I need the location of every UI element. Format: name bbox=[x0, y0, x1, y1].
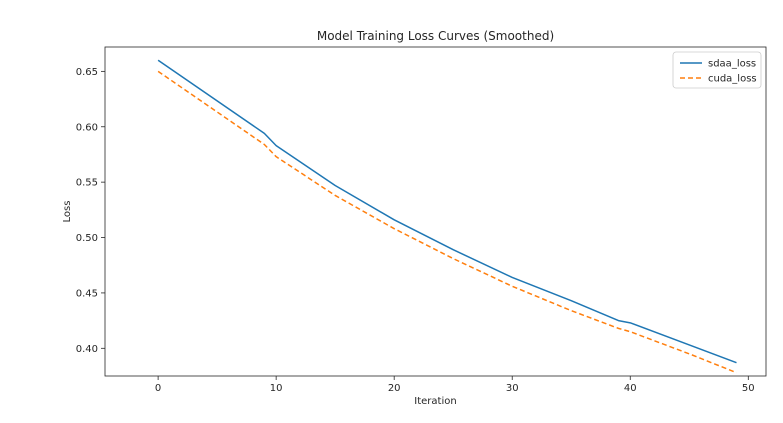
y-tick-label: 0.50 bbox=[76, 233, 98, 244]
x-tick-label: 10 bbox=[270, 383, 283, 394]
legend-label: sdaa_loss bbox=[708, 59, 756, 70]
legend-box bbox=[672, 51, 762, 89]
series-line-cuda-loss bbox=[157, 70, 737, 374]
chart-title: Model Training Loss Curves (Smoothed) bbox=[317, 29, 554, 43]
legend-label: cuda_loss bbox=[708, 74, 757, 85]
series-line-sdaa-loss bbox=[157, 59, 737, 364]
plot-frame bbox=[104, 46, 767, 377]
x-tick-label: 20 bbox=[388, 383, 401, 394]
y-tick-label: 0.40 bbox=[76, 344, 98, 355]
x-tick-label: 40 bbox=[624, 383, 637, 394]
x-axis-label: Iteration bbox=[414, 396, 456, 407]
y-tick-label: 0.65 bbox=[76, 67, 98, 78]
y-tick-label: 0.60 bbox=[76, 122, 98, 133]
y-tick-label: 0.55 bbox=[76, 178, 98, 189]
x-tick-label: 0 bbox=[155, 383, 161, 394]
y-tick-label: 0.45 bbox=[76, 288, 98, 299]
x-tick-label: 50 bbox=[742, 383, 755, 394]
y-axis-label: Loss bbox=[62, 201, 73, 223]
x-tick-label: 30 bbox=[506, 383, 519, 394]
